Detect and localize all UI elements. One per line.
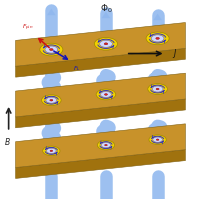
Ellipse shape xyxy=(50,150,53,152)
Text: $F_{pin}$: $F_{pin}$ xyxy=(22,22,33,33)
Ellipse shape xyxy=(50,99,53,101)
Ellipse shape xyxy=(149,135,166,144)
Ellipse shape xyxy=(153,137,162,142)
Polygon shape xyxy=(16,99,185,128)
Polygon shape xyxy=(47,9,56,15)
Text: $B$: $B$ xyxy=(4,136,11,147)
Ellipse shape xyxy=(148,84,167,94)
Ellipse shape xyxy=(156,139,159,140)
Polygon shape xyxy=(16,48,185,77)
Ellipse shape xyxy=(100,40,112,47)
Ellipse shape xyxy=(46,97,57,103)
Ellipse shape xyxy=(101,142,111,148)
Ellipse shape xyxy=(101,91,111,97)
Polygon shape xyxy=(102,12,110,18)
Ellipse shape xyxy=(151,35,164,42)
Ellipse shape xyxy=(43,146,60,156)
Polygon shape xyxy=(153,14,162,20)
Ellipse shape xyxy=(156,88,159,90)
Ellipse shape xyxy=(156,37,159,39)
Polygon shape xyxy=(16,150,185,178)
Ellipse shape xyxy=(96,89,116,100)
Ellipse shape xyxy=(104,94,107,95)
Ellipse shape xyxy=(40,43,63,56)
Ellipse shape xyxy=(104,43,108,45)
Ellipse shape xyxy=(105,144,107,146)
Ellipse shape xyxy=(42,95,61,106)
Ellipse shape xyxy=(47,148,56,153)
Ellipse shape xyxy=(50,49,53,51)
Polygon shape xyxy=(16,23,185,66)
Polygon shape xyxy=(16,124,185,168)
Ellipse shape xyxy=(146,32,169,45)
Ellipse shape xyxy=(152,86,163,92)
Ellipse shape xyxy=(97,140,115,150)
Text: $J$: $J$ xyxy=(172,47,177,60)
Ellipse shape xyxy=(94,37,117,50)
Ellipse shape xyxy=(45,46,58,53)
Text: $\Phi_0$: $\Phi_0$ xyxy=(100,3,112,15)
Polygon shape xyxy=(16,73,185,117)
Text: $F_L$: $F_L$ xyxy=(73,64,81,73)
